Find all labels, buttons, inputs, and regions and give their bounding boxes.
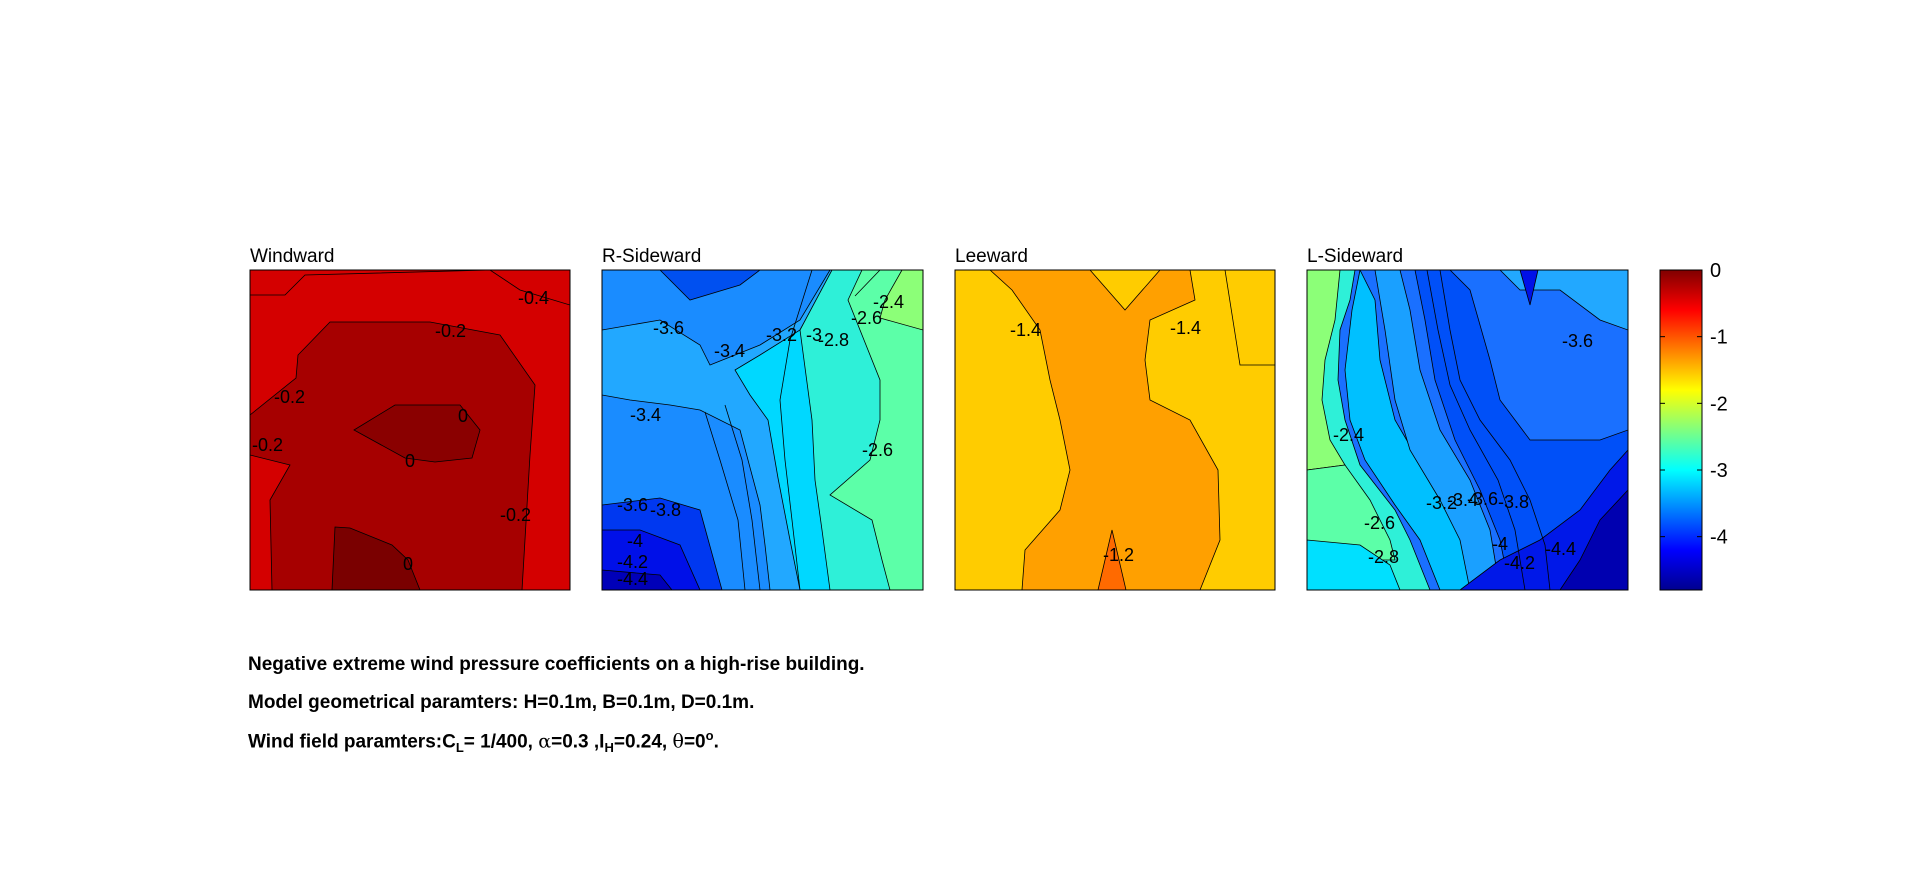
contour-label: -3.4: [1447, 490, 1478, 510]
contour-label: -4: [627, 531, 643, 551]
contour-label: -4.2: [1504, 553, 1535, 573]
contour-label: -3.6: [617, 495, 648, 515]
panel-title-r-sideward: R-Sideward: [602, 246, 701, 267]
caption-text: =0.24,: [613, 731, 673, 753]
contour-label: 0: [458, 406, 468, 426]
contour-label: -2.6: [862, 440, 893, 460]
caption-text: Wind field paramters:C: [248, 731, 456, 753]
colorbar-tick-label: -2: [1710, 393, 1728, 415]
contour-label: -1.4: [1010, 320, 1041, 340]
panel-l-sideward: L-Sideward -3.6 -2.4 -3.2 -3.4 -3.6 -3.8…: [1306, 246, 1629, 591]
contour-label: -0.4: [518, 288, 549, 308]
contour-line: [704, 411, 746, 590]
colorbar-ticks: 0 -1 -2 -3 -4: [1660, 260, 1728, 549]
colorbar-tick-label: 0: [1710, 260, 1721, 282]
contour-band: [659, 270, 761, 301]
axes-frame: [954, 269, 1276, 591]
caption-text: = 1/400,: [463, 731, 539, 753]
axes-frame: [1306, 269, 1629, 591]
panel-leeward: Leeward -1.4 -1.4 -1.2: [954, 246, 1276, 591]
contour-line: [250, 270, 570, 306]
contour-label: -0.2: [435, 321, 466, 341]
contour-label: -4: [1492, 534, 1508, 554]
contour-label: -0.2: [500, 505, 531, 525]
contour-band: [989, 270, 1221, 590]
contour-label: -3: [806, 325, 822, 345]
contour-label: -4.2: [617, 552, 648, 572]
contour-band: [829, 270, 923, 590]
contour-label: -3.6: [653, 318, 684, 338]
caption-subscript: H: [604, 740, 614, 756]
contour-label: -1.4: [1170, 318, 1201, 338]
contour-label: -3.2: [1426, 493, 1457, 513]
contour-band: [1559, 489, 1628, 590]
contour-band: [250, 321, 536, 590]
panel-windward: Windward -0.4 -0.2 -0.2 -0.2 0 0 -0.2 0: [249, 246, 571, 591]
colorbar-tick-label: -4: [1710, 527, 1728, 549]
contour-label: 0: [403, 554, 413, 574]
caption-superscript: o: [705, 728, 714, 743]
contour-band: [353, 404, 481, 463]
contour-label: -4.4: [1545, 539, 1576, 559]
contour-line: [854, 270, 881, 297]
contour-label: -3.6: [1562, 331, 1593, 351]
contour-band: [879, 270, 923, 331]
contour-band: [1519, 270, 1539, 306]
colorbar: 0 -1 -2 -3 -4: [1659, 260, 1728, 591]
caption-line-2: Model geometrical paramters: H=0.1m, B=0…: [248, 692, 755, 713]
caption-text: .: [713, 731, 719, 753]
contour-line: [779, 270, 813, 590]
contour-label: 0: [405, 451, 415, 471]
colorbar-tick-label: -1: [1710, 327, 1728, 349]
contour-band: [1307, 464, 1396, 561]
colorbar-gradient: [1659, 269, 1703, 591]
contour-label: -1.2: [1103, 545, 1134, 565]
contour-label: -4.4: [617, 569, 648, 589]
panel-title-l-sideward: L-Sideward: [1307, 246, 1403, 267]
contour-label: -2.6: [1364, 513, 1395, 533]
panel-title-leeward: Leeward: [955, 246, 1028, 267]
contour-band: [1414, 270, 1628, 590]
contour-label: -3.4: [714, 341, 745, 361]
colorbar-tick-label: -3: [1710, 460, 1728, 482]
contour-label: -3.4: [630, 405, 661, 425]
contour-label: -3.6: [1467, 489, 1498, 509]
caption-line-3: Wind field paramters:CL= 1/400, α=0.3 ,I…: [248, 728, 719, 755]
caption-subscript: L: [455, 740, 464, 756]
contour-label: -3.8: [650, 500, 681, 520]
contour-label: -2.8: [1368, 547, 1399, 567]
contour-label: -2.4: [873, 292, 904, 312]
panel-title-windward: Windward: [250, 246, 334, 267]
contour-label: -3.8: [1498, 492, 1529, 512]
contour-label: -3.2: [766, 325, 797, 345]
contour-line: [1439, 270, 1551, 590]
panel-r-sideward: R-Sideward -3.6 -3.4 -3.2 -3 -2.8 -2.6 -…: [601, 246, 924, 591]
contour-label: -2.6: [851, 308, 882, 328]
contour-line: [1224, 270, 1275, 366]
contour-label: -2.4: [1333, 425, 1364, 445]
contour-band: [1374, 270, 1501, 590]
contour-label: -0.2: [252, 435, 283, 455]
contour-line: [724, 404, 761, 590]
caption-text: =0: [683, 731, 706, 753]
axes-frame: [249, 269, 571, 591]
axes-frame: [601, 269, 924, 591]
contour-band: [331, 526, 421, 590]
caption-greek-theta: θ: [672, 730, 684, 753]
contour-band: [1307, 539, 1401, 590]
caption-line-1: Negative extreme wind pressure coefficie…: [248, 654, 865, 675]
caption-text: =0.3 ,I: [551, 731, 605, 753]
contour-label: -0.2: [274, 387, 305, 407]
contour-label: -2.8: [818, 330, 849, 350]
contour-band: [1097, 529, 1127, 590]
caption-greek-alpha: α: [538, 730, 552, 753]
contour-band: [602, 569, 673, 590]
contour-line: [1426, 270, 1526, 590]
